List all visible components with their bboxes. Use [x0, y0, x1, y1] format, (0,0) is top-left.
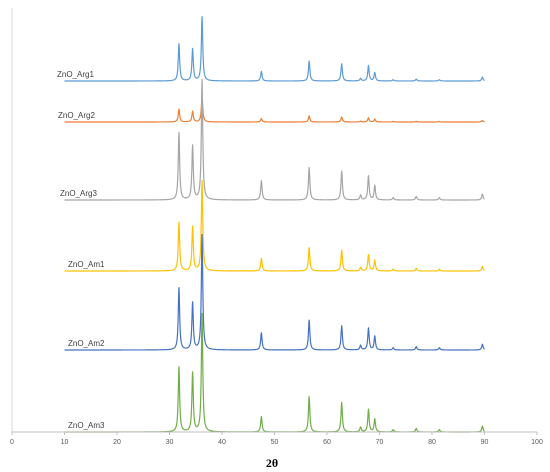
x-tick-label: 60 [323, 439, 331, 446]
x-tick-label: 70 [376, 439, 384, 446]
x-tick-label: 100 [531, 439, 543, 446]
series-line-zno-arg1 [65, 17, 485, 81]
x-tick-label: 10 [61, 439, 69, 446]
series-line-zno-arg3 [65, 79, 485, 200]
x-tick-label: 50 [271, 439, 279, 446]
series-line-zno-am2 [65, 235, 485, 350]
x-tick-label: 0 [10, 439, 14, 446]
series-label: ZnO_Arg3 [60, 189, 97, 198]
series-label: ZnO_Arg2 [58, 111, 95, 120]
x-tick-label: 20 [113, 439, 121, 446]
series-line-zno-am3 [65, 313, 485, 432]
series-label: ZnO_Am3 [68, 421, 105, 430]
x-tick-label: 40 [218, 439, 226, 446]
series-label: ZnO_Am2 [68, 339, 105, 348]
x-tick-label: 30 [166, 439, 174, 446]
traces: ZnO_Arg1 ZnO_Arg2 ZnO_Arg3 ZnO_Am1 ZnO_Am2 Zn… [57, 17, 485, 432]
x-tick-label: 80 [428, 439, 436, 446]
x-axis-label: 2θ [266, 456, 278, 470]
series-line-zno-arg2 [65, 97, 485, 122]
series-label: ZnO_Arg1 [57, 70, 94, 79]
series-label: ZnO_Am1 [68, 260, 105, 269]
x-tick-label: 90 [481, 439, 489, 446]
series-line-zno-am1 [65, 181, 485, 271]
